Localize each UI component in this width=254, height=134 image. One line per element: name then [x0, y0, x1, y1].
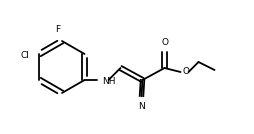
Text: O: O: [160, 38, 167, 47]
Text: O: O: [182, 68, 189, 77]
Text: N: N: [138, 102, 144, 111]
Text: Cl: Cl: [21, 51, 29, 60]
Text: F: F: [55, 25, 60, 34]
Text: NH: NH: [102, 77, 116, 87]
